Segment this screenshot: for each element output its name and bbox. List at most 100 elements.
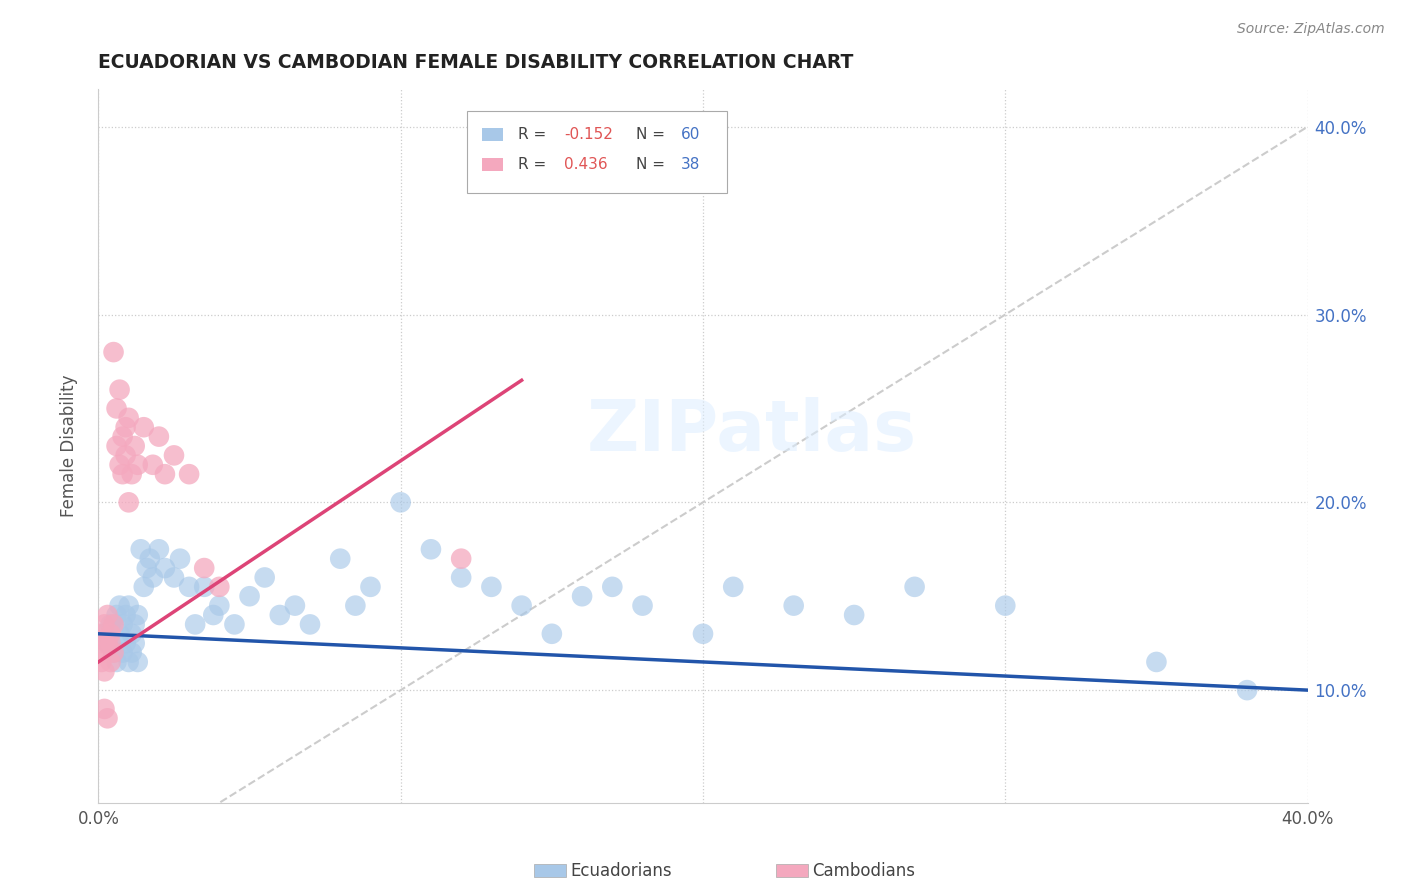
Point	[93, 617, 115, 632]
Point	[96, 711, 118, 725]
Point	[93, 702, 115, 716]
Point	[344, 599, 367, 613]
Point	[121, 467, 143, 482]
Point	[163, 570, 186, 584]
FancyBboxPatch shape	[534, 864, 567, 877]
Point	[904, 580, 927, 594]
Point	[127, 607, 149, 622]
Point	[269, 607, 291, 622]
Point	[93, 665, 115, 679]
Point	[139, 551, 162, 566]
Point	[105, 401, 128, 416]
Point	[389, 495, 412, 509]
Point	[114, 449, 136, 463]
Point	[179, 580, 201, 594]
Point	[124, 617, 146, 632]
Point	[103, 646, 125, 660]
Text: 0.436: 0.436	[564, 157, 607, 171]
Point	[420, 542, 443, 557]
Point	[202, 607, 225, 622]
Point	[142, 458, 165, 472]
Point	[224, 617, 246, 632]
Point	[100, 655, 122, 669]
Point	[481, 580, 503, 594]
Point	[121, 646, 143, 660]
Point	[108, 458, 131, 472]
Point	[100, 617, 122, 632]
Point	[103, 345, 125, 359]
Point	[118, 495, 141, 509]
Point	[169, 551, 191, 566]
Point	[208, 580, 231, 594]
Point	[100, 627, 122, 641]
Text: Cambodians: Cambodians	[811, 862, 915, 880]
Text: 38: 38	[682, 157, 700, 171]
Point	[844, 607, 866, 622]
Point	[783, 599, 806, 613]
Point	[299, 617, 322, 632]
Point	[132, 420, 155, 434]
Point	[1236, 683, 1258, 698]
Point	[135, 561, 157, 575]
Point	[108, 599, 131, 613]
Point	[994, 599, 1017, 613]
Point	[184, 617, 207, 632]
Point	[118, 410, 141, 425]
Point	[148, 429, 170, 443]
Point	[208, 599, 231, 613]
Point	[450, 551, 472, 566]
Point	[105, 607, 128, 622]
Point	[239, 589, 262, 603]
FancyBboxPatch shape	[482, 158, 503, 170]
Point	[90, 655, 112, 669]
Point	[193, 580, 215, 594]
Point	[1144, 655, 1167, 669]
Text: -0.152: -0.152	[564, 127, 613, 142]
Point	[142, 570, 165, 584]
Text: R =: R =	[517, 127, 551, 142]
Point	[127, 458, 149, 472]
Point	[118, 655, 141, 669]
Text: ZIPatlas: ZIPatlas	[586, 397, 917, 467]
Point	[571, 589, 593, 603]
FancyBboxPatch shape	[776, 864, 808, 877]
Point	[127, 655, 149, 669]
Text: Ecuadorians: Ecuadorians	[569, 862, 672, 880]
Text: N =: N =	[637, 157, 671, 171]
Point	[100, 636, 122, 650]
Point	[153, 561, 176, 575]
Point	[114, 636, 136, 650]
Point	[105, 439, 128, 453]
Point	[108, 383, 131, 397]
Point	[114, 607, 136, 622]
Point	[96, 636, 118, 650]
Point	[148, 542, 170, 557]
Point	[121, 627, 143, 641]
Point	[510, 599, 533, 613]
Point	[124, 439, 146, 453]
Point	[93, 627, 115, 641]
Point	[108, 627, 131, 641]
Point	[163, 449, 186, 463]
Point	[114, 420, 136, 434]
Point	[153, 467, 176, 482]
Point	[90, 646, 112, 660]
Point	[631, 599, 654, 613]
Point	[96, 607, 118, 622]
FancyBboxPatch shape	[467, 111, 727, 193]
Point	[129, 542, 152, 557]
Point	[118, 599, 141, 613]
Point	[96, 636, 118, 650]
Point	[111, 467, 134, 482]
Point	[103, 617, 125, 632]
Point	[360, 580, 382, 594]
Point	[90, 627, 112, 641]
Point	[692, 627, 714, 641]
Point	[329, 551, 352, 566]
Point	[179, 467, 201, 482]
Point	[540, 627, 562, 641]
Point	[602, 580, 624, 594]
Point	[253, 570, 276, 584]
Text: R =: R =	[517, 157, 551, 171]
Point	[111, 617, 134, 632]
